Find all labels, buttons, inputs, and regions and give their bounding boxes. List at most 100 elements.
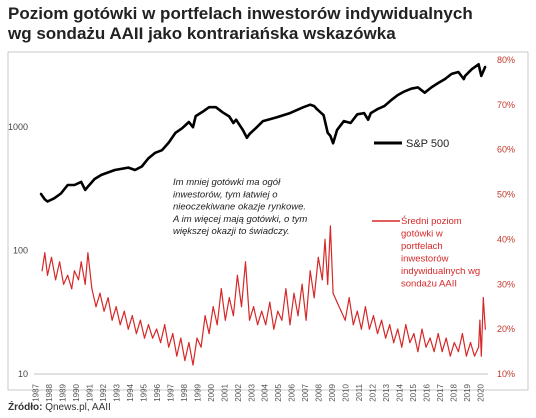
- cash-point: [160, 342, 162, 344]
- legend-sp500-label: S&P 500: [406, 138, 449, 150]
- x-tick-label: 1990: [72, 383, 81, 401]
- cash-point: [192, 364, 194, 366]
- sp500-point: [470, 68, 473, 71]
- legend-cash-label: Średni poziom gotówki w portfelach inwestor…: [401, 215, 480, 290]
- cash-point: [437, 333, 439, 335]
- sp500-point: [93, 178, 96, 180]
- cash-point: [281, 319, 283, 321]
- cash-point: [309, 270, 311, 272]
- cash-point: [228, 297, 230, 299]
- sp500-point: [410, 87, 413, 90]
- x-tick-label: 2010: [342, 383, 351, 401]
- cash-point: [107, 297, 109, 299]
- cash-point: [84, 283, 86, 285]
- y-axis-left: 10 100 1000: [8, 122, 28, 379]
- cash-point: [356, 310, 358, 312]
- x-tick-label: 1998: [180, 383, 189, 401]
- annotation-line: nieoczekiwane okazje rynkowe.: [173, 202, 306, 213]
- cash-point: [405, 324, 407, 326]
- chart-title-line-1: Poziom gotówki w portfelach inwestorów i…: [8, 4, 473, 23]
- cash-point: [453, 342, 455, 344]
- sp500-point: [181, 127, 184, 130]
- sp500-point: [289, 112, 291, 114]
- x-tick-label: 1996: [153, 383, 162, 401]
- series-cash-line: [41, 225, 486, 366]
- cash-point: [127, 328, 129, 330]
- sp500-point: [255, 126, 258, 129]
- sp500-point: [383, 105, 386, 108]
- sp500-point: [480, 75, 483, 77]
- annotation-line: większej okazji to świadczy.: [173, 226, 290, 237]
- sp500-point: [214, 106, 217, 109]
- y-left-tick-label: 1000: [8, 122, 28, 132]
- sp500-point: [462, 78, 465, 81]
- sp500-point: [363, 112, 365, 114]
- cash-point: [417, 350, 419, 353]
- sp500-point: [464, 75, 466, 77]
- sp500-point: [192, 126, 194, 129]
- cash-point: [71, 288, 73, 290]
- sp500-point: [140, 165, 143, 168]
- x-tick-label: 2006: [288, 383, 297, 401]
- cash-point: [224, 319, 226, 321]
- x-axis: 1987 1988 1989 1990 1991 1992 1993 1994 1995 1996…: [32, 373, 488, 402]
- cash-point: [208, 333, 210, 335]
- source-note: Źródło: Qnews.pl, AAII: [8, 402, 111, 413]
- cash-point: [73, 270, 76, 272]
- cash-point: [352, 324, 354, 326]
- cash-point: [248, 319, 251, 321]
- cash-point: [313, 297, 315, 299]
- sp500-point: [80, 181, 83, 183]
- cash-point: [257, 324, 259, 326]
- cash-point: [482, 297, 484, 299]
- sp500-point: [329, 134, 332, 137]
- cash-point: [321, 279, 323, 281]
- x-tick-label: 1997: [166, 383, 175, 401]
- cash-point: [200, 346, 202, 348]
- chart-title-line-2: wg sondażu AAII jako kontrariańska wskaz…: [8, 24, 396, 43]
- cash-point: [413, 333, 415, 335]
- cash-point: [465, 355, 468, 357]
- sp500-point: [248, 133, 251, 135]
- sp500-point: [322, 114, 325, 117]
- cash-point: [135, 333, 137, 335]
- cash-point: [236, 274, 239, 276]
- sp500-point: [349, 122, 352, 124]
- cash-point: [368, 328, 371, 330]
- x-tick-label: 1989: [59, 383, 68, 401]
- sp500-point: [127, 166, 130, 169]
- cash-point: [449, 355, 451, 357]
- sp500-point: [232, 122, 235, 124]
- sp500-point: [396, 94, 399, 96]
- cash-point: [143, 337, 146, 339]
- y-left-tick-label: 100: [13, 246, 28, 256]
- sp500-point: [147, 157, 150, 160]
- x-tick-label: 2016: [422, 383, 431, 401]
- sp500-point: [437, 82, 440, 84]
- sp500-point: [43, 198, 46, 201]
- cash-point: [58, 261, 61, 263]
- y-right-tick-label: 30%: [497, 279, 515, 289]
- sp500-point: [161, 149, 163, 152]
- sp500-point: [369, 112, 372, 114]
- y-left-tick-label: 10: [18, 369, 28, 379]
- sp500-point: [376, 108, 379, 111]
- sp500-point: [430, 86, 433, 89]
- cash-point: [269, 301, 271, 303]
- cash-point: [196, 337, 198, 339]
- cash-point: [393, 342, 395, 344]
- cash-point: [176, 355, 178, 357]
- y-axis-right: 10% 20% 30% 40% 50% 60% 70% 80%: [497, 55, 515, 379]
- cash-point: [91, 288, 93, 290]
- cash-point: [344, 319, 346, 321]
- sp500-point: [275, 116, 278, 119]
- x-tick-label: 2000: [207, 383, 216, 401]
- sp500-point: [316, 108, 318, 111]
- y-right-tick-label: 60%: [497, 145, 515, 155]
- cash-point: [336, 301, 338, 303]
- plot-frame: [7, 51, 529, 391]
- y-right-tick-label: 70%: [497, 100, 515, 110]
- sp500-point: [73, 184, 76, 186]
- x-tick-label: 1987: [32, 383, 41, 401]
- cash-point: [297, 315, 299, 317]
